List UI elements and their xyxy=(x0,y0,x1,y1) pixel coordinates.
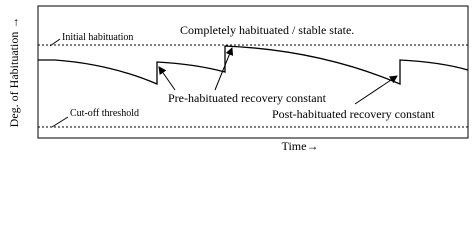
annotation: Cut-off threshold xyxy=(70,108,139,119)
arrow xyxy=(354,75,398,105)
habituation-curve xyxy=(38,45,469,85)
y-axis-label: Deg. of Habituation → xyxy=(7,17,21,128)
annotation: Initial habituation xyxy=(62,32,133,43)
pointer xyxy=(51,116,69,128)
annotation: Completely habituated / stable state. xyxy=(180,23,354,37)
arrow xyxy=(214,47,234,91)
pointer xyxy=(49,38,61,47)
annotation: Post-habituated recovery constant xyxy=(272,107,435,121)
annotation: Pre-habituated recovery constant xyxy=(168,91,327,105)
x-axis-label: Time→ xyxy=(282,139,319,153)
diagram: Deg. of Habituation → Time→ Initial habi… xyxy=(7,5,469,153)
plot-frame xyxy=(37,5,469,139)
arrow xyxy=(158,66,176,91)
